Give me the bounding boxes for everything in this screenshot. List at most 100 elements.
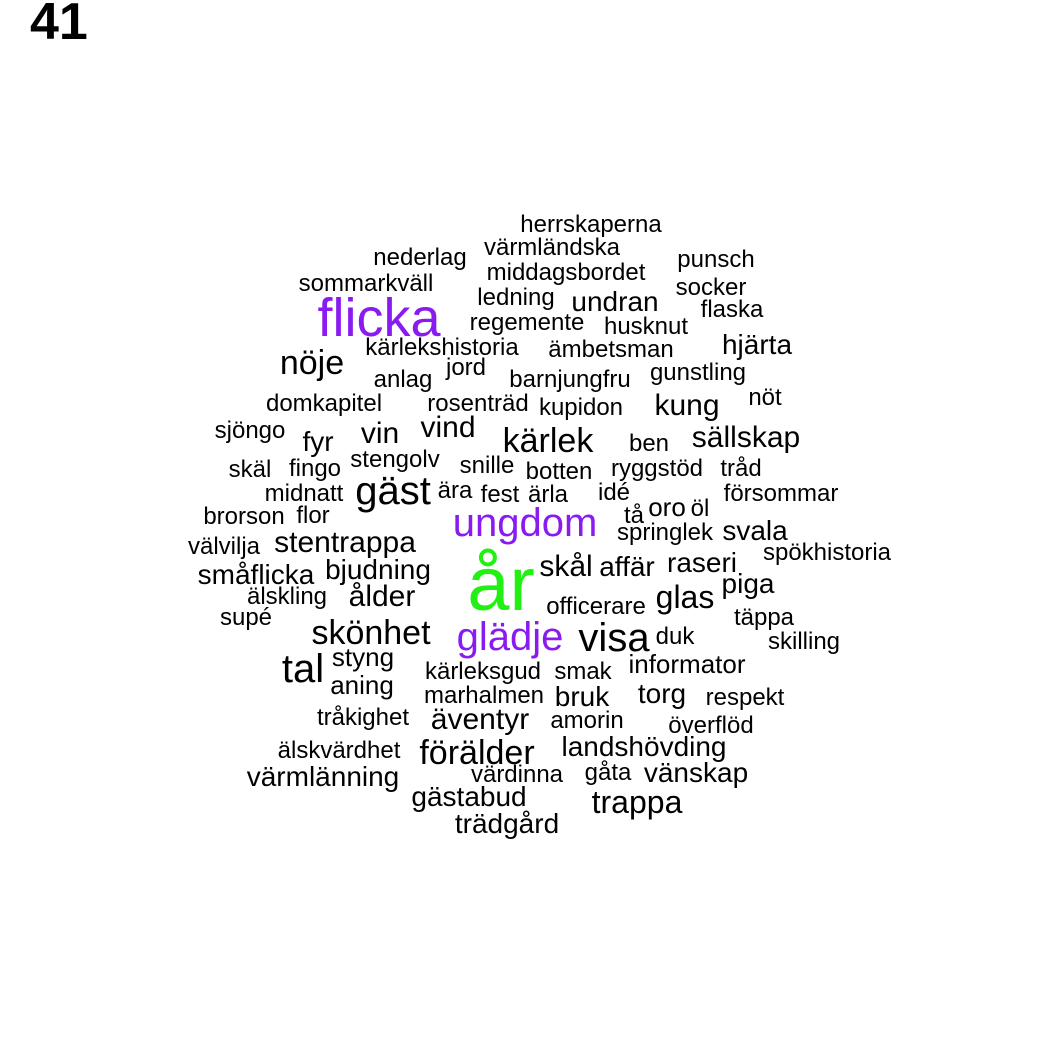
word-marhalmen: marhalmen — [423, 682, 545, 709]
word-sallskap: sällskap — [691, 421, 801, 454]
word-tappa: täppa — [733, 604, 795, 631]
word-visa: visa — [578, 616, 650, 660]
word-sommarkvall: sommarkväll — [298, 270, 434, 297]
word-skal: skäl — [228, 456, 272, 483]
word-alskling: älskling — [246, 583, 328, 610]
word-ta: tå — [623, 502, 645, 529]
word-domkapitel: domkapitel — [265, 390, 383, 417]
word-gladje: glädje — [456, 615, 564, 659]
word-ol: öl — [690, 495, 710, 522]
word-overflod: överflöd — [668, 712, 754, 739]
word-aventyr: äventyr — [430, 703, 530, 736]
word-rosentrad: rosenträd — [427, 390, 529, 417]
word-duk: duk — [655, 623, 695, 650]
word-anlag: anlag — [373, 366, 433, 393]
word-skonhet: skönhet — [311, 614, 431, 652]
word-ben: ben — [628, 430, 670, 457]
word-gastabud: gästabud — [411, 781, 527, 812]
word-jord: jord — [445, 354, 487, 381]
word-aning: aning — [330, 670, 394, 700]
word-torg: torg — [637, 678, 687, 709]
word-punsch: punsch — [677, 246, 755, 273]
word-vin: vin — [360, 417, 400, 450]
word-flaska: flaska — [700, 296, 764, 323]
word-varmlandska: värmländska — [483, 234, 621, 261]
word-socker: socker — [675, 274, 747, 301]
word-karlekshistoria: kärlekshistoria — [365, 334, 519, 361]
word-glas: glas — [655, 579, 715, 615]
word-trad: tråd — [720, 455, 762, 482]
word-spokhistoria: spökhistoria — [762, 539, 892, 566]
word-ambetsman: ämbetsman — [548, 336, 674, 363]
word-karleksgud: kärleksgud — [424, 658, 542, 685]
word-stentrappa: stentrappa — [274, 526, 416, 559]
word-undran: undran — [571, 286, 659, 317]
word-ungdom: ungdom — [452, 501, 598, 545]
word-alder: ålder — [348, 580, 416, 613]
word-affar: affär — [599, 551, 655, 582]
word-arla: ärla — [527, 481, 569, 508]
word-kupidon: kupidon — [538, 394, 624, 421]
word-styng: styng — [331, 642, 395, 672]
word-not: nöt — [748, 384, 782, 411]
word-oro: oro — [648, 492, 686, 522]
word-valvilja: välvilja — [187, 533, 261, 560]
word-landshovding: landshövding — [561, 731, 727, 762]
word-fyr: fyr — [302, 426, 334, 457]
word-karlek: kärlek — [502, 422, 594, 460]
word-noje: nöje — [279, 344, 345, 382]
word-middagsbordet: middagsbordet — [486, 259, 646, 286]
word-midnatt: midnatt — [264, 480, 344, 507]
word-supe: supé — [219, 604, 273, 631]
word-ara: ära — [437, 477, 473, 504]
word-tradgard: trädgård — [454, 808, 560, 839]
word-regemente: regemente — [469, 309, 585, 336]
word-smak: smak — [554, 658, 612, 685]
word-trakighet: tråkighet — [316, 704, 410, 731]
word-officerare: officerare — [546, 593, 646, 620]
word-fingo: fingo — [288, 455, 342, 482]
word-foralder: förälder — [419, 734, 535, 772]
word-nederlag: nederlag — [373, 244, 467, 271]
word-husknut: husknut — [603, 313, 689, 340]
word-forsommar: försommar — [723, 480, 839, 507]
word-respekt: respekt — [705, 684, 785, 711]
word-alskvardhet: älskvärdhet — [277, 737, 401, 764]
word-piga: piga — [721, 568, 775, 599]
word-varmlanning: värmlänning — [246, 761, 400, 792]
word-gunstling: gunstling — [649, 359, 747, 386]
word-informator: informator — [628, 649, 746, 679]
word-skilling: skilling — [767, 628, 841, 655]
page-number: 41 — [30, 0, 88, 51]
word-springlek: springlek — [616, 519, 714, 546]
word-flor: flor — [296, 502, 330, 529]
word-brorson: brorson — [203, 503, 285, 530]
word-vanskap: vänskap — [643, 757, 749, 788]
word-amorin: amorin — [550, 707, 624, 734]
word-gata: gåta — [584, 759, 632, 786]
word-stengolv: stengolv — [350, 446, 440, 473]
word-skal: skål — [539, 550, 593, 583]
word-raseri: raseri — [666, 547, 738, 578]
word-smaflicka: småflicka — [197, 559, 315, 590]
word-barnjungfru: barnjungfru — [509, 366, 631, 393]
word-ide: idé — [597, 479, 631, 506]
word-svala: svala — [722, 515, 788, 546]
word-tal: tal — [281, 647, 325, 691]
word-ar: år — [467, 542, 535, 627]
word-gast: gäst — [355, 469, 431, 513]
word-kung: kung — [654, 389, 720, 422]
word-trappa: trappa — [591, 784, 683, 820]
word-snille: snille — [459, 452, 515, 479]
word-flicka: flicka — [317, 288, 441, 348]
word-bjudning: bjudning — [325, 554, 431, 585]
word-ryggstod: ryggstöd — [610, 455, 704, 482]
word-bruk: bruk — [554, 681, 610, 712]
word-sjongo: sjöngo — [214, 417, 286, 444]
word-botten: botten — [525, 458, 593, 485]
word-vardinna: värdinna — [470, 761, 564, 788]
word-vind: vind — [420, 411, 476, 444]
word-hjarta: hjärta — [721, 329, 793, 360]
word-fest: fest — [480, 481, 520, 508]
